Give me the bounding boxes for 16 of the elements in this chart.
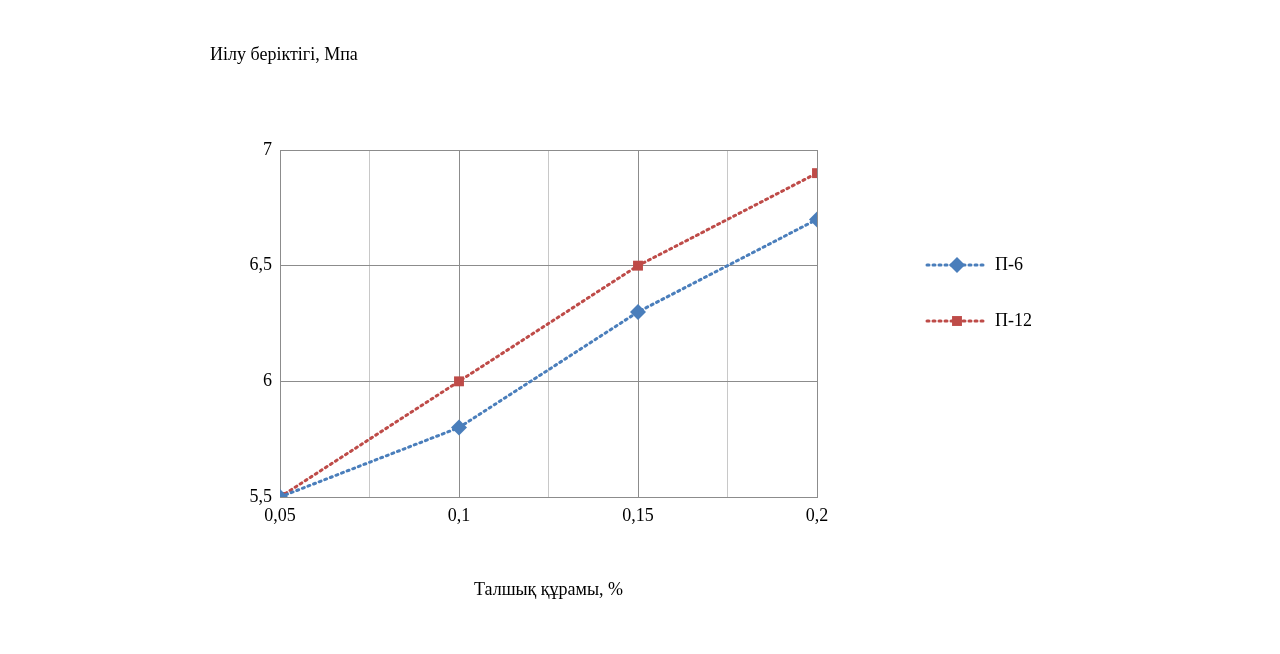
point [630,303,646,320]
x-tick-label: 0,05 [264,504,296,525]
y-tick-label: 6 [263,370,272,391]
legend-label: П-6 [995,253,1023,274]
x-tick-label: 0,2 [805,504,829,525]
point [454,376,464,387]
legend-label: П-12 [995,309,1032,330]
y-tick-label: 7 [263,138,272,159]
y-axis-title: Иілу беріктігі, Мпа [210,43,358,64]
y-tick-label: 6,5 [249,254,272,275]
y-tick-label: 5,5 [249,485,272,506]
x-axis-title: Талшық құрамы, % [473,578,624,599]
x-tick-label: 0,15 [622,504,654,525]
point [451,419,467,436]
point [633,260,643,271]
x-tick-label: 0,1 [447,504,471,525]
